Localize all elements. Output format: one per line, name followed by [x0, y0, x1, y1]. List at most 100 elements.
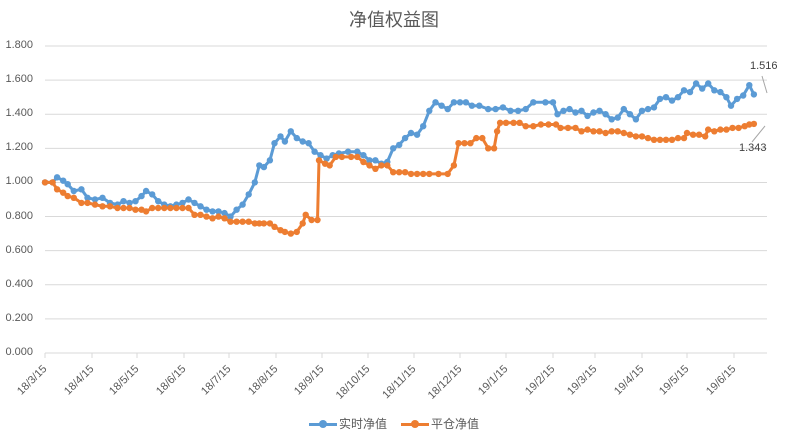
- data-point: [711, 87, 718, 94]
- data-point: [126, 204, 133, 212]
- data-point: [281, 228, 289, 236]
- data-point: [516, 119, 523, 127]
- data-point: [287, 230, 294, 237]
- data-point: [314, 216, 321, 224]
- data-point: [638, 107, 646, 115]
- data-point: [590, 128, 597, 135]
- legend-item-closed[interactable]: 平仓净值: [401, 415, 479, 432]
- data-point: [750, 91, 758, 98]
- data-point: [557, 124, 564, 132]
- data-point: [149, 204, 156, 212]
- data-point: [537, 121, 545, 128]
- data-point: [549, 99, 557, 106]
- data-point: [530, 99, 537, 106]
- data-point: [507, 107, 514, 115]
- data-point: [53, 186, 61, 193]
- data-point: [390, 145, 397, 152]
- data-point: [149, 191, 156, 198]
- data-point: [384, 162, 391, 169]
- data-point: [326, 162, 333, 169]
- data-point: [64, 181, 71, 188]
- data-point: [91, 196, 99, 203]
- data-point: [578, 107, 585, 115]
- data-point: [179, 199, 186, 207]
- y-tick-label: 1.000: [5, 175, 33, 188]
- data-point: [476, 102, 483, 109]
- data-point: [735, 124, 742, 132]
- data-point: [347, 153, 355, 161]
- data-point: [142, 187, 150, 195]
- data-point: [450, 99, 458, 106]
- data-point: [78, 199, 85, 207]
- data-point: [299, 138, 306, 145]
- data-point: [277, 133, 284, 140]
- data-point: [378, 162, 385, 169]
- data-point: [461, 140, 468, 147]
- data-point: [84, 194, 91, 201]
- data-point: [578, 128, 585, 135]
- data-point: [626, 111, 634, 118]
- data-point: [191, 211, 198, 218]
- data-point: [560, 107, 567, 115]
- data-point: [41, 179, 49, 186]
- data-point: [740, 92, 747, 99]
- data-point: [185, 204, 192, 212]
- data-point: [372, 157, 379, 164]
- data-point: [450, 162, 458, 169]
- data-point: [84, 199, 91, 207]
- data-point: [120, 204, 127, 212]
- data-point: [746, 82, 753, 89]
- data-point: [620, 105, 627, 113]
- data-point: [155, 198, 162, 205]
- data-point: [733, 95, 741, 103]
- data-point: [251, 179, 258, 186]
- data-point: [221, 209, 228, 217]
- data-point: [281, 138, 289, 145]
- data-point: [293, 134, 300, 142]
- data-point: [344, 148, 352, 155]
- data-point: [413, 131, 421, 138]
- data-point: [132, 198, 139, 205]
- data-point: [479, 134, 486, 142]
- data-point: [530, 123, 537, 130]
- data-point: [106, 203, 114, 210]
- data-point: [444, 105, 451, 113]
- data-point: [271, 223, 278, 230]
- data-point: [496, 119, 504, 127]
- data-point: [572, 109, 579, 116]
- data-point: [64, 192, 71, 200]
- data-point: [354, 153, 361, 161]
- data-point: [132, 206, 139, 213]
- data-point: [614, 114, 621, 121]
- data-point: [142, 208, 150, 215]
- data-point: [239, 218, 246, 225]
- data-point: [485, 105, 492, 113]
- data-point: [608, 116, 615, 123]
- data-point: [251, 220, 258, 227]
- data-point: [493, 128, 501, 135]
- data-point: [173, 204, 180, 212]
- data-point: [656, 136, 664, 143]
- y-tick-label: 1.600: [5, 73, 33, 86]
- data-point: [305, 140, 312, 147]
- data-point: [626, 131, 634, 138]
- data-point: [620, 129, 627, 137]
- data-point: [686, 88, 694, 96]
- data-point: [197, 203, 204, 210]
- data-point: [750, 120, 758, 128]
- data-point: [49, 179, 56, 186]
- legend-item-realtime[interactable]: 实时净值: [308, 415, 387, 432]
- data-point: [396, 169, 403, 176]
- data-point: [114, 204, 121, 212]
- data-point: [705, 80, 712, 87]
- data-point: [245, 191, 252, 198]
- data-point: [233, 206, 240, 213]
- y-tick-label: 1.200: [5, 141, 33, 154]
- realtime-line-marker-icon: [308, 419, 337, 429]
- data-point: [179, 204, 186, 212]
- data-point: [614, 128, 621, 135]
- data-point: [161, 204, 168, 212]
- data-point: [420, 170, 427, 178]
- data-point: [608, 128, 615, 135]
